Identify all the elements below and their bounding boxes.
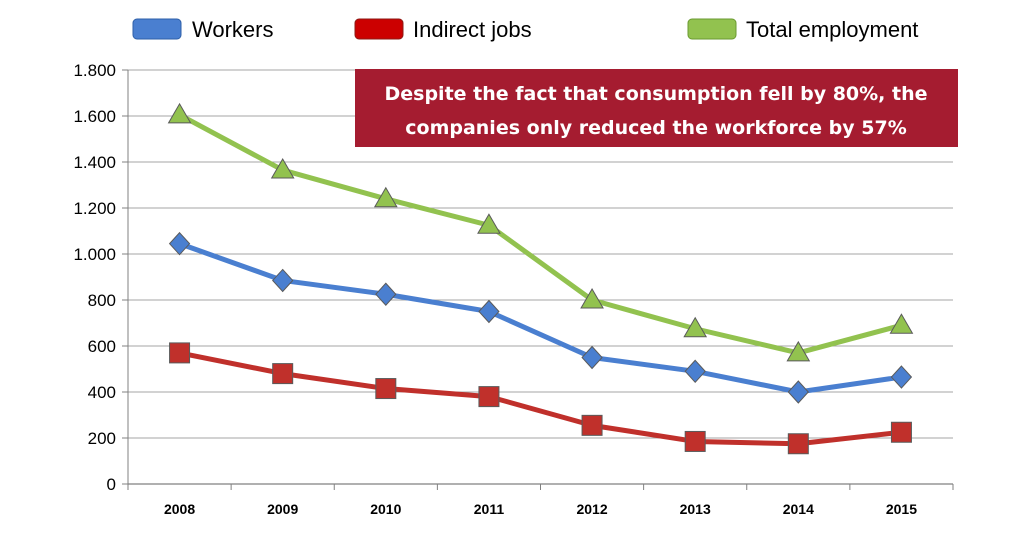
data-point-workers [787,380,809,404]
y-tick-label: 400 [88,383,116,402]
x-tick-label: 2011 [474,501,505,517]
x-tick-label: 2012 [576,501,607,517]
x-tick-label: 2008 [164,501,195,517]
data-point-indirect-jobs [787,433,809,455]
annotation-line-2: companies only reduced the workforce by … [405,117,906,139]
data-point-total-employment [683,316,708,338]
series-markers [167,102,914,455]
legend-item-workers: Workers [132,17,274,42]
x-tick-label: 2013 [680,501,711,517]
data-point-total-employment [167,102,192,124]
data-point-workers [478,299,500,324]
data-point-total-employment [889,313,914,334]
data-point-indirect-jobs [581,414,603,436]
legend-swatch-indirect-jobs [354,18,404,40]
data-point-indirect-jobs [169,342,191,364]
data-point-total-employment [477,213,501,234]
series-line-indirect-jobs [177,350,904,447]
legend-swatch-total-employment [687,18,737,40]
legend-label-workers: Workers [192,17,274,42]
y-tick-label: 1.400 [73,153,116,172]
y-tick-label: 0 [107,475,116,494]
data-point-workers [375,282,397,306]
legend: Workers Indirect jobs Total employment [132,17,918,42]
data-point-total-employment [786,340,811,362]
data-point-total-employment [270,158,295,179]
y-tick-label: 200 [88,429,116,448]
legend-swatch-workers [132,18,182,40]
data-point-indirect-jobs [478,386,500,408]
x-tick-label: 2015 [886,501,917,517]
data-point-workers [890,365,913,389]
x-tick-label: 2014 [783,501,814,517]
x-axis: 2008 2009 2010 2011 2012 2013 2014 2015 [127,483,954,517]
y-tick-label: 600 [88,337,116,356]
annotation-box: Despite the fact that consumption fell b… [355,69,958,147]
data-point-indirect-jobs [375,378,397,400]
legend-label-total-employment: Total employment [746,17,918,42]
data-point-indirect-jobs [684,430,706,452]
data-point-workers [168,231,191,256]
y-tick-label: 800 [88,291,116,310]
legend-item-indirect-jobs: Indirect jobs [354,17,532,42]
legend-item-total-employment: Total employment [687,17,918,42]
annotation-background [355,69,958,147]
x-tick-label: 2010 [370,501,401,517]
data-point-total-employment [373,186,398,208]
y-tick-label: 1.000 [73,245,116,264]
data-point-indirect-jobs [890,421,912,443]
data-point-indirect-jobs [272,363,294,385]
x-tick-label: 2009 [267,501,298,517]
annotation-line-1: Despite the fact that consumption fell b… [384,83,927,105]
series-lines [177,112,904,447]
data-point-workers [272,268,294,293]
series-line-total-employment [177,112,904,356]
y-tick-label: 1.600 [73,107,116,126]
data-point-workers [581,345,603,370]
data-point-total-employment [580,288,604,309]
legend-label-indirect-jobs: Indirect jobs [413,17,532,42]
y-tick-label: 1.200 [73,199,116,218]
series-line-workers [177,241,904,395]
y-axis: 0 200 400 600 800 1.000 1.200 1.400 1.600 1.800 [73,61,129,494]
y-tick-label: 1.800 [73,61,116,80]
data-point-workers [684,359,706,384]
